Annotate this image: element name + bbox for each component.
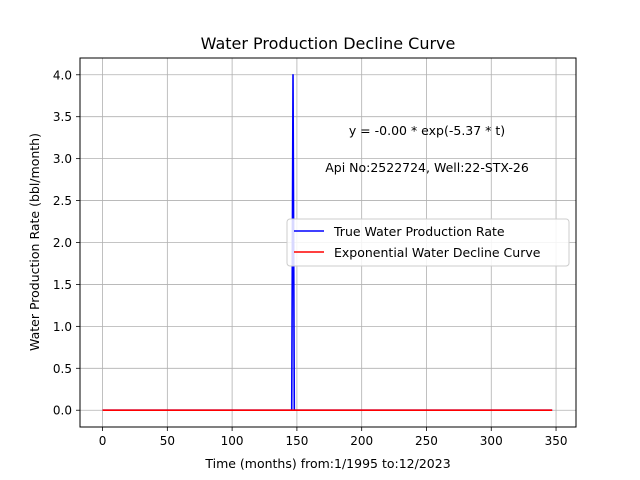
legend-label-true-rate: True Water Production Rate [333,224,505,239]
y-tick-label: 3.5 [53,110,72,124]
x-axis-label: Time (months) from:1/1995 to:12/2023 [204,456,450,471]
x-tick-label: 300 [480,434,503,448]
y-axis-label: Water Production Rate (bbl/month) [27,133,42,351]
axis-ticks: 0 50 100 150 200 250 300 350 0.0 0.5 1.0 1.5 2.0 2.5 3… [53,68,568,448]
equation-annotation: y = -0.00 * exp(-5.37 * t) [349,123,505,138]
legend-box [286,218,570,267]
y-tick-label: 3.0 [53,152,72,166]
y-tick-label: 4.0 [53,68,72,82]
x-tick-label: 150 [285,434,308,448]
series-lines [102,73,553,412]
y-tick-label: 2.5 [53,194,72,208]
x-tick-label: 50 [160,434,175,448]
chart-title: Water Production Decline Curve [201,34,456,53]
y-tick-label: 1.0 [53,320,72,334]
x-tick-label: 200 [350,434,373,448]
legend-label-decline-curve: Exponential Water Decline Curve [334,245,541,260]
well-annotation: Api No:2522724, Well:22-STX-26 [325,160,529,175]
legend: True Water Production Rate Exponential W… [286,218,570,267]
x-tick-label: 100 [221,434,244,448]
y-tick-label: 0.0 [53,404,72,418]
y-tick-label: 2.0 [53,236,72,250]
x-tick-label: 0 [99,434,107,448]
x-tick-label: 250 [415,434,438,448]
y-tick-label: 0.5 [53,362,72,376]
y-tick-label: 1.5 [53,278,72,292]
x-tick-label: 350 [545,434,568,448]
